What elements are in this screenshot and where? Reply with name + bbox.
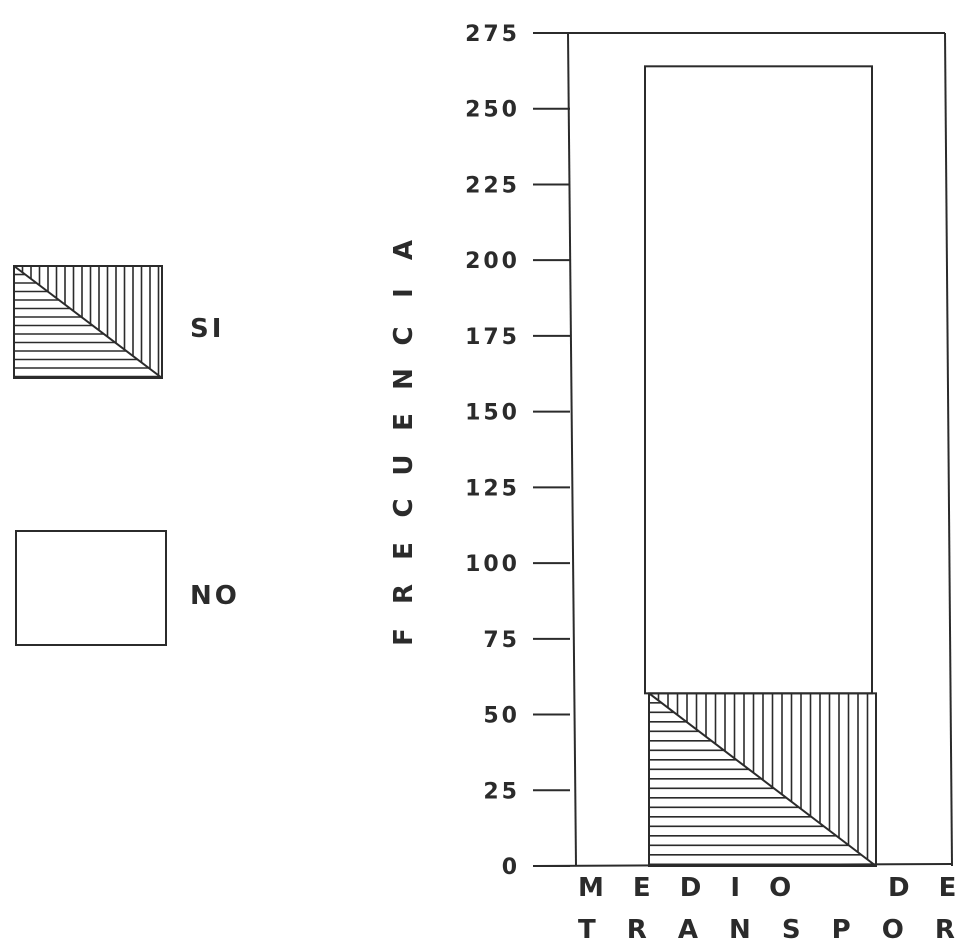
legend: SI NO [13,265,240,646]
y-axis-label-letter: R [389,584,419,604]
x-axis-label-line-1: M E D I O [578,873,801,903]
frame-right [944,32,953,867]
legend-item-si: SI [13,265,224,379]
y-axis-label-letter: C [389,326,419,345]
y-tick-label: 275 [465,22,520,47]
y-tick-label: 75 [483,628,520,653]
x-axis-label-line-2: D E [888,873,957,903]
legend-label-no: NO [190,581,240,611]
y-tick-label: 125 [465,476,520,501]
bars [644,65,877,867]
y-axis-label-letter: U [389,454,419,475]
y-axis-label-letter: F [389,628,419,646]
y-axis-label-letter: I [389,288,419,298]
bar-no [644,65,873,695]
bar-si [648,692,877,867]
legend-label-si: SI [190,314,224,344]
bar-no-rect [644,65,873,695]
y-axis-label-letter: C [389,498,419,517]
y-ticks: 0 25 50 75 100 125 150 175 200 225 250 275 [465,22,570,880]
y-axis-label-letter: E [389,413,419,431]
y-axis-label-letter: A [389,240,419,260]
x-axis-label: M E D I O D E T R A N S P O R T E [578,873,957,944]
legend-swatch-si [13,265,163,379]
legend-si-diagonal [13,265,163,379]
bar-si-diagonal [648,692,877,867]
y-tick-label: 225 [465,173,520,198]
y-axis-label: F R E C U E N C I A [389,240,419,646]
legend-item-no: NO [15,530,240,646]
legend-si-outline [13,265,163,379]
y-axis-line [567,32,577,867]
y-tick-label: 175 [465,325,520,350]
y-tick-label: 0 [502,855,520,880]
x-axis-label-line-3: T R A N S P O R T E [578,915,957,944]
legend-swatch-no [15,530,167,646]
y-axis-label-letter: N [389,368,419,390]
y-tick-label: 200 [465,249,520,274]
y-tick-label: 50 [483,704,520,729]
y-tick-label: 100 [465,552,520,577]
y-tick-label: 25 [483,779,520,804]
y-axis-label-letter: E [389,542,419,560]
y-tick-label: 250 [465,98,520,123]
y-tick-label: 150 [465,401,520,426]
